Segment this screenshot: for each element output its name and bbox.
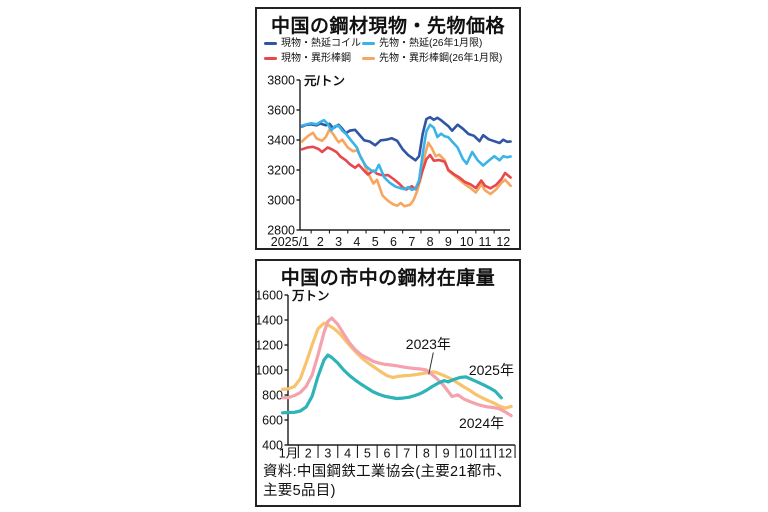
svg-text:3000: 3000 [267,194,295,208]
svg-text:2024年: 2024年 [459,415,504,431]
svg-text:12: 12 [496,235,510,249]
legend-label-futures-rebar: 先物・異形棒鋼(26年1月限) [379,53,503,64]
svg-text:8: 8 [423,447,430,461]
legend-swatch-futures-hrc [362,41,375,46]
legend-label-spot-rebar: 現物・異形棒鋼 [281,53,351,64]
inventory-chart-plot: 400 600 800 1000 1200 1400 1600 万トン 1月 2 3 4 5 6 7 8 9 10… [255,289,516,461]
svg-text:7: 7 [403,447,410,461]
svg-text:400: 400 [262,439,283,453]
svg-text:2025年: 2025年 [469,362,514,378]
svg-text:11: 11 [479,447,492,461]
svg-text:3800: 3800 [267,74,295,88]
source-note-line1: 資料:中国鋼鉄工業協会(主要21都市、 [263,464,512,480]
svg-text:11: 11 [479,235,492,249]
inventory-chart-panel: 400 600 800 1000 1200 1400 1600 万トン 1月 2 3 4 5 6 7 8 9 10… [255,259,521,507]
svg-text:5: 5 [364,447,371,461]
price-chart-plot: 2800 3000 3200 3400 3600 3800 元/トン 2025/1 2 3 4 5 6 7… [267,74,512,249]
svg-text:元/トン: 元/トン [304,74,345,88]
price-chart-panel: 2800 3000 3200 3400 3600 3800 元/トン 2025/1 2 3 4 5 6 7… [255,7,521,250]
svg-text:1400: 1400 [255,314,283,328]
price-chart-legend: 現物・熱延コイル 先物・熱延(26年1月限) 現物・異形棒鋼 先物・異形棒鋼(2… [264,38,502,64]
svg-text:2800: 2800 [267,224,295,238]
legend-item-futures-hrc: 先物・熱延(26年1月限) [362,38,502,49]
legend-swatch-spot-hrc [264,41,277,46]
legend-item-spot-hrc: 現物・熱延コイル [264,38,361,49]
svg-text:12: 12 [498,447,512,461]
legend-item-futures-rebar: 先物・異形棒鋼(26年1月限) [362,53,502,64]
svg-text:3400: 3400 [267,134,295,148]
legend-label-spot-hrc: 現物・熱延コイル [281,38,361,49]
svg-text:2: 2 [305,447,312,461]
svg-text:9: 9 [443,447,450,461]
svg-text:6: 6 [390,235,397,249]
inventory-chart-title: 中国の市中の鋼材在庫量 [280,268,496,289]
svg-text:3200: 3200 [267,164,295,178]
svg-text:3600: 3600 [267,104,295,118]
source-note-line2: 主要5品目) [263,483,336,499]
svg-text:6: 6 [384,447,391,461]
source-note: 資料:中国鋼鉄工業協会(主要21都市、 主要5品目) [263,463,511,501]
svg-text:1600: 1600 [255,289,283,303]
svg-text:2025/1: 2025/1 [271,235,309,249]
svg-text:8: 8 [427,235,434,249]
svg-text:2023年: 2023年 [406,336,451,352]
legend-label-futures-hrc: 先物・熱延(26年1月限) [379,38,483,49]
svg-text:3: 3 [335,235,342,249]
svg-text:1月: 1月 [279,447,298,461]
legend-swatch-spot-rebar [264,56,277,61]
svg-text:10: 10 [459,447,473,461]
svg-text:2: 2 [317,235,324,249]
svg-text:3: 3 [324,447,331,461]
svg-text:4: 4 [344,447,351,461]
svg-text:9: 9 [445,235,452,249]
price-chart-title: 中国の鋼材現物・先物価格 [270,16,505,37]
svg-text:600: 600 [262,414,283,428]
svg-text:10: 10 [460,235,474,249]
legend-swatch-futures-rebar [362,56,375,61]
svg-text:1000: 1000 [255,364,283,378]
svg-text:4: 4 [353,235,360,249]
svg-text:7: 7 [408,235,415,249]
svg-text:5: 5 [372,235,379,249]
legend-item-spot-rebar: 現物・異形棒鋼 [264,53,360,64]
svg-text:800: 800 [262,389,283,403]
svg-text:1200: 1200 [255,339,283,353]
svg-text:万トン: 万トン [291,289,330,303]
